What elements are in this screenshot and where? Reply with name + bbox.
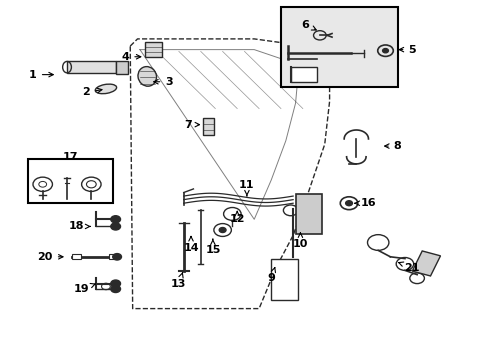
Bar	[144, 42, 162, 57]
Bar	[290, 67, 317, 82]
Text: 4: 4	[121, 52, 141, 62]
Bar	[271, 258, 297, 300]
Bar	[67, 62, 116, 73]
Text: 17: 17	[63, 152, 79, 162]
Bar	[281, 7, 397, 87]
Circle shape	[111, 216, 120, 223]
Bar	[72, 254, 81, 259]
Text: 9: 9	[267, 267, 275, 283]
Text: 19: 19	[74, 283, 95, 294]
Text: 16: 16	[354, 198, 376, 208]
Text: 13: 13	[171, 273, 186, 289]
Circle shape	[219, 228, 225, 233]
Circle shape	[382, 49, 387, 53]
Circle shape	[111, 285, 120, 293]
Ellipse shape	[95, 84, 116, 94]
Text: 3: 3	[153, 77, 173, 87]
Bar	[28, 158, 113, 203]
Text: 8: 8	[384, 141, 401, 151]
Text: 10: 10	[292, 233, 307, 249]
Bar	[109, 254, 118, 259]
Bar	[116, 61, 127, 73]
Text: 12: 12	[229, 211, 244, 224]
Text: 14: 14	[183, 237, 199, 253]
Bar	[411, 251, 440, 276]
Text: 18: 18	[69, 221, 90, 231]
Text: 5: 5	[398, 45, 415, 55]
Text: 6: 6	[301, 19, 316, 30]
Ellipse shape	[138, 67, 156, 86]
Text: 20: 20	[38, 252, 63, 262]
Text: 7: 7	[184, 120, 199, 130]
Text: 11: 11	[239, 180, 254, 196]
Text: 15: 15	[205, 239, 220, 255]
Text: 1: 1	[29, 69, 53, 80]
Text: 21: 21	[398, 262, 419, 273]
Circle shape	[113, 253, 121, 260]
Bar	[295, 194, 322, 234]
Circle shape	[111, 280, 120, 287]
Circle shape	[345, 201, 352, 206]
Circle shape	[111, 223, 120, 230]
Text: 2: 2	[82, 87, 102, 98]
Bar	[203, 118, 213, 135]
